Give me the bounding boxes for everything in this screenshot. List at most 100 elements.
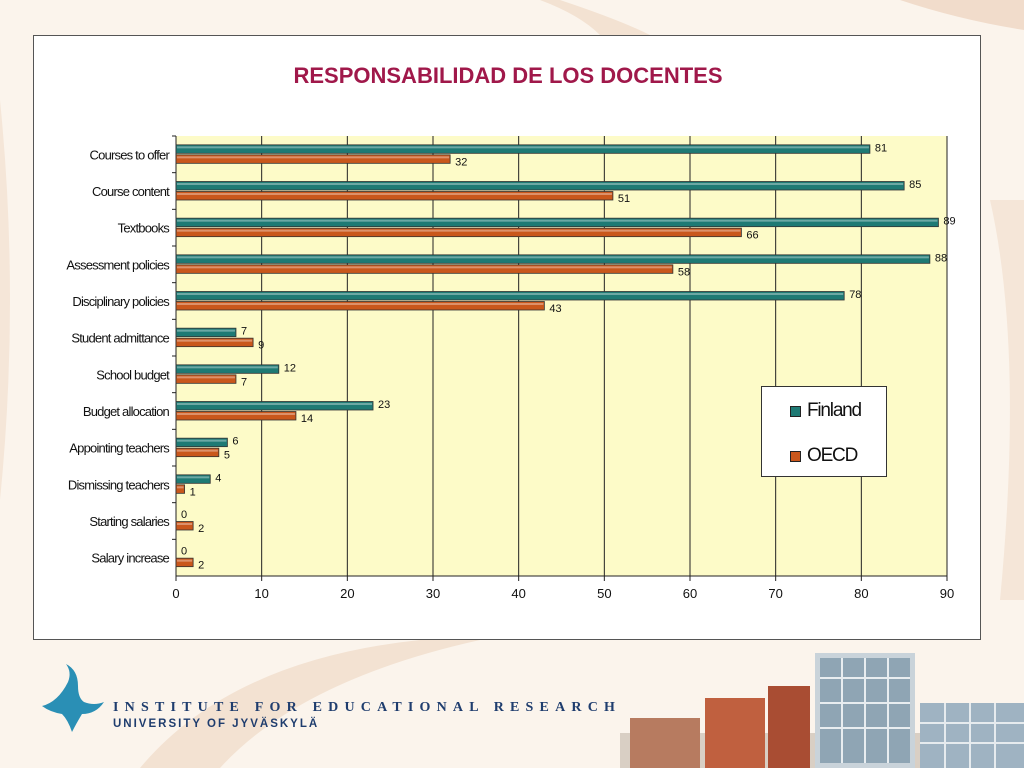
- legend-item-oecd: OECD: [790, 444, 858, 468]
- category-label: Disciplinary policies: [72, 294, 170, 309]
- category-label: Textbooks: [118, 221, 171, 236]
- category-label: Budget allocation: [83, 404, 170, 419]
- bar-highlight: [177, 486, 184, 489]
- data-label-finland: 6: [232, 436, 238, 448]
- legend-swatch-finland: [790, 405, 801, 417]
- chart-legend: Finland OECD: [761, 386, 887, 477]
- data-label-oecd: 1: [190, 486, 196, 498]
- bar-highlight: [177, 413, 295, 415]
- bar-highlight: [177, 366, 278, 369]
- bar-oecd: [175, 447, 220, 458]
- bar-oecd: [175, 301, 545, 311]
- data-label-finland: 85: [909, 179, 921, 191]
- bar-finland: [175, 217, 939, 228]
- x-tick-label: 0: [172, 586, 179, 601]
- institute-logo: [42, 664, 104, 732]
- data-label-oecd: 2: [198, 560, 204, 572]
- bar-oecd: [175, 154, 451, 164]
- data-label-oecd: 32: [455, 156, 467, 168]
- bar-finland: [175, 474, 211, 484]
- bar-highlight: [177, 256, 929, 259]
- bar-highlight: [177, 476, 210, 479]
- bar-oecd: [175, 411, 297, 421]
- bar-finland: [175, 327, 237, 338]
- bar-finland: [175, 181, 905, 191]
- data-label-oecd: 66: [746, 230, 758, 242]
- x-tick-label: 80: [854, 586, 868, 601]
- data-label-oecd: 2: [198, 523, 204, 535]
- legend-swatch-oecd: [790, 450, 801, 462]
- x-tick-label: 30: [426, 586, 440, 601]
- bar-finland: [175, 254, 931, 264]
- bar-highlight: [177, 403, 373, 405]
- data-label-oecd: 7: [241, 376, 247, 388]
- data-label-finland: 88: [935, 252, 947, 264]
- bar-finland: [175, 364, 280, 374]
- data-label-finland: 7: [241, 326, 247, 338]
- plot-area: [176, 136, 947, 576]
- x-tick-label: 70: [768, 586, 782, 601]
- data-label-finland: 0: [181, 546, 187, 558]
- data-label-finland: 4: [215, 472, 221, 484]
- bar-oecd: [175, 227, 742, 238]
- bar-highlight: [177, 303, 544, 305]
- data-label-oecd: 9: [258, 340, 264, 352]
- institute-name: INSTITUTE FOR EDUCATIONAL RESEARCH: [113, 700, 622, 715]
- chart-panel: RESPONSABILIDAD DE LOS DOCENTES 0 10 20 30 4…: [33, 35, 981, 640]
- data-label-finland: 23: [378, 399, 390, 411]
- bar-finland: [175, 401, 374, 411]
- category-label: Appointing teachers: [69, 441, 170, 456]
- bar-highlight: [177, 449, 218, 452]
- data-label-finland: 12: [284, 362, 296, 374]
- data-label-finland: 81: [875, 142, 887, 154]
- bar-oecd: [175, 521, 194, 531]
- category-label: Assessment policies: [66, 257, 170, 272]
- bar-highlight: [177, 193, 612, 195]
- legend-item-finland: Finland: [790, 399, 862, 423]
- bar-finland: [175, 437, 228, 448]
- bar-oecd: [175, 337, 254, 348]
- category-label: Starting salaries: [89, 514, 170, 529]
- bar-highlight: [177, 523, 193, 525]
- bar-highlight: [177, 329, 235, 332]
- data-label-oecd: 58: [678, 266, 690, 278]
- bar-highlight: [177, 156, 450, 159]
- data-label-oecd: 5: [224, 450, 230, 462]
- category-label: Dismissing teachers: [68, 477, 170, 492]
- category-label: Course content: [92, 184, 170, 199]
- category-label: Courses to offer: [90, 147, 171, 162]
- building-photo: [620, 653, 1024, 768]
- bar-highlight: [177, 266, 672, 269]
- legend-label-oecd: OECD: [807, 445, 858, 466]
- x-tick-label: 10: [254, 586, 268, 601]
- bar-highlight: [177, 293, 844, 295]
- bar-finland: [175, 291, 845, 301]
- x-tick-label: 50: [597, 586, 611, 601]
- data-label-finland: 89: [943, 216, 955, 228]
- bar-highlight: [177, 559, 193, 562]
- x-tick-label: 40: [511, 586, 525, 601]
- legend-label-finland: Finland: [807, 400, 862, 421]
- bar-oecd: [175, 374, 237, 384]
- bar-highlight: [177, 229, 741, 232]
- category-label: Student admittance: [71, 331, 169, 346]
- x-tick-label: 60: [683, 586, 697, 601]
- bar-finland: [175, 144, 871, 154]
- data-label-oecd: 43: [549, 303, 561, 315]
- chart-title: RESPONSABILIDAD DE LOS DOCENTES: [293, 63, 723, 88]
- x-tick-label: 20: [340, 586, 354, 601]
- data-label-oecd: 14: [301, 413, 313, 425]
- bar-highlight: [177, 219, 938, 222]
- university-name: UNIVERSITY OF JYVÄSKYLÄ: [113, 718, 320, 730]
- bar-oecd: [175, 484, 185, 494]
- data-label-finland: 78: [849, 289, 861, 301]
- x-tick-label: 90: [940, 586, 954, 601]
- bar-highlight: [177, 339, 253, 342]
- data-label-oecd: 51: [618, 193, 630, 205]
- category-label: Salary increase: [91, 551, 169, 566]
- bar-oecd: [175, 264, 674, 274]
- bar-highlight: [177, 146, 869, 149]
- bar-oecd: [175, 557, 194, 568]
